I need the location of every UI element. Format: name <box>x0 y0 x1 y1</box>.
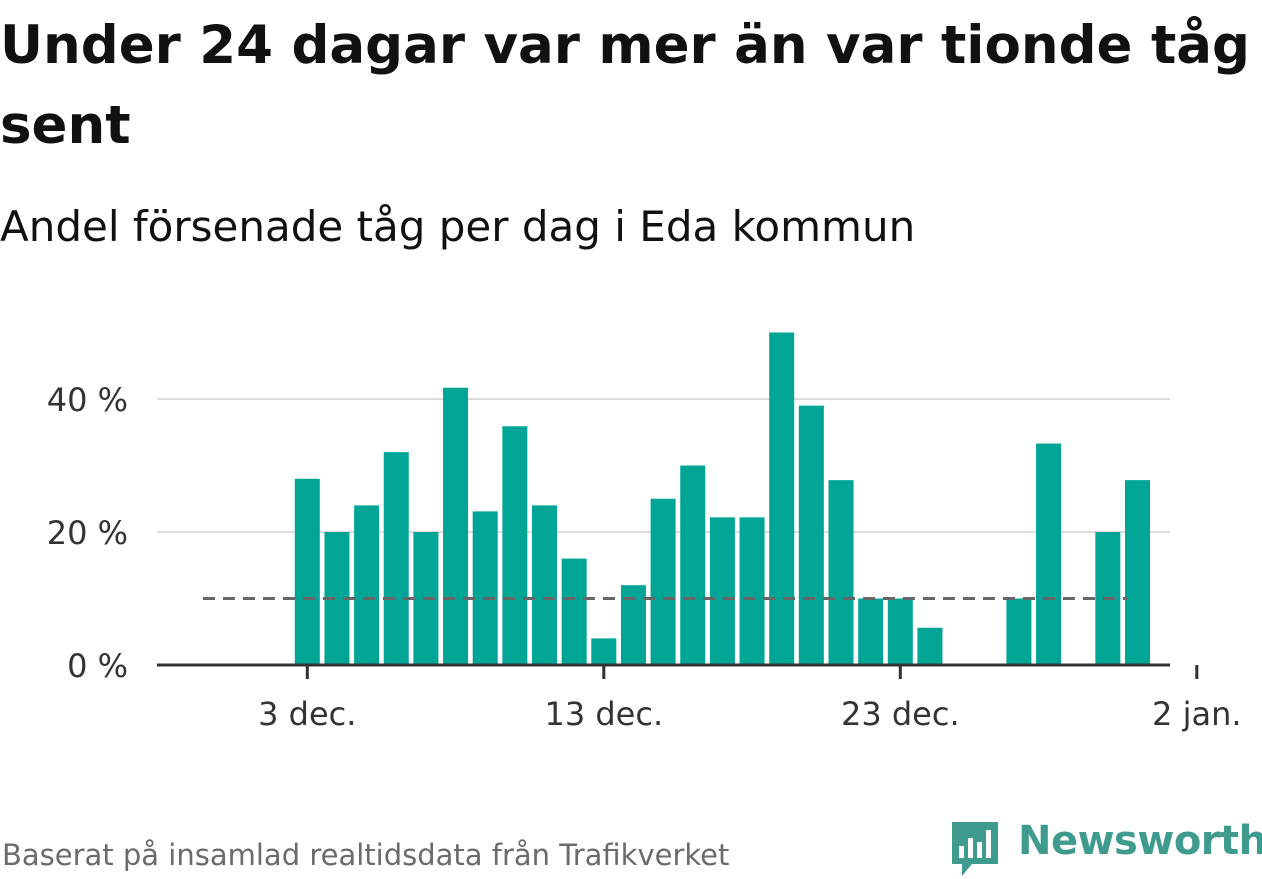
bars <box>294 332 1150 665</box>
bar <box>917 627 943 665</box>
chart-title: Under 24 dagar var mer än var tionde tåg… <box>0 15 1250 156</box>
bar <box>1125 480 1150 665</box>
bar <box>561 558 587 665</box>
bar <box>650 498 676 665</box>
bar <box>294 478 320 665</box>
bar <box>354 505 380 665</box>
logo-wordmark: Newsworthy <box>1018 818 1262 864</box>
y-tick-label: 20 % <box>47 514 128 552</box>
bar <box>383 452 409 665</box>
bar <box>858 598 884 665</box>
bar <box>591 638 617 665</box>
bar <box>502 426 528 665</box>
bar <box>532 505 557 665</box>
bar <box>887 598 913 665</box>
source-note: Baserat på insamlad realtidsdata från Tr… <box>2 838 730 872</box>
bar <box>709 517 735 665</box>
bar-chart: 0 % 20 % 40 % 3 dec. 13 dec. 23 dec. 2 jan. <box>47 332 1242 733</box>
x-tick-label: 3 dec. <box>258 695 356 733</box>
y-tick-label: 0 % <box>67 647 128 685</box>
y-tick-label: 40 % <box>47 381 128 419</box>
x-tick-label: 23 dec. <box>841 695 960 733</box>
bar <box>739 517 765 665</box>
bar <box>828 480 854 665</box>
x-tick-label: 2 jan. <box>1152 695 1241 733</box>
bar <box>680 465 706 665</box>
bar <box>443 387 469 665</box>
bar <box>1036 443 1062 665</box>
axes <box>157 663 1199 679</box>
bar <box>769 332 795 665</box>
x-tick-label: 13 dec. <box>544 695 663 733</box>
tick-labels: 0 % 20 % 40 % 3 dec. 13 dec. 23 dec. 2 jan. <box>47 381 1242 733</box>
bar <box>798 405 824 665</box>
newsworthy-chart-bubble-icon <box>952 822 998 876</box>
chart-subtitle: Andel försenade tåg per dag i Eda kommun <box>0 202 916 251</box>
bar <box>472 511 498 665</box>
bar <box>1006 598 1032 665</box>
